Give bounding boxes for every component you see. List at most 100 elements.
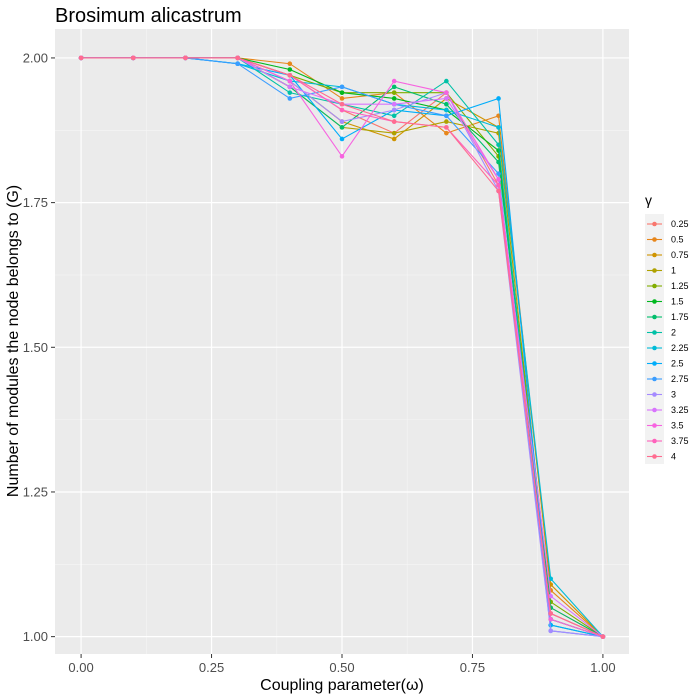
data-point	[339, 96, 345, 101]
data-point	[548, 576, 554, 582]
x-tick-label: 0.75	[460, 660, 485, 675]
legend-item: 1	[647, 266, 676, 276]
data-point	[496, 188, 501, 194]
x-tick-label: 0.50	[329, 660, 354, 675]
legend-item: 1.5	[647, 297, 684, 307]
data-point	[444, 130, 449, 136]
legend-key-point	[652, 252, 657, 258]
data-point	[339, 119, 345, 124]
legend-key-point	[652, 314, 657, 320]
data-point	[444, 107, 449, 113]
data-point	[444, 113, 449, 119]
data-point	[235, 55, 240, 61]
series-group	[78, 55, 606, 639]
legend-label: 0.5	[671, 235, 684, 245]
legend-key-point	[652, 299, 657, 304]
data-point	[339, 154, 345, 159]
data-point	[287, 72, 293, 78]
legend-item: 3.25	[647, 405, 689, 415]
data-point	[339, 101, 345, 107]
legend-item: 0.5	[647, 235, 684, 245]
data-point	[496, 142, 501, 148]
data-point	[444, 119, 449, 124]
legend-label: 2.75	[671, 374, 689, 384]
data-point	[496, 96, 501, 101]
legend-key-point	[652, 283, 657, 289]
legend-key-point	[652, 345, 657, 351]
y-axis: 1.00 1.25 1.50 1.75 2.00	[23, 50, 55, 644]
data-point	[496, 125, 501, 130]
legend-key-point	[652, 237, 657, 242]
legend-label: 2.25	[671, 343, 689, 353]
legend-item: 3	[647, 390, 676, 400]
data-point	[339, 107, 345, 113]
data-point	[496, 159, 501, 165]
legend-item: 1.25	[647, 281, 689, 291]
data-point	[391, 90, 397, 95]
y-tick-label: 1.75	[23, 195, 48, 210]
data-point	[287, 67, 293, 72]
data-point	[391, 101, 397, 107]
legend-label: 1.25	[671, 281, 689, 291]
data-point	[444, 101, 449, 107]
legend-key-point	[652, 221, 657, 227]
legend-label: 2	[671, 328, 676, 338]
x-tick-label: 0.25	[199, 660, 224, 675]
legend-label: 1.75	[671, 312, 689, 322]
legend-label: 3.25	[671, 405, 689, 415]
legend-label: 0.75	[671, 250, 689, 260]
data-point	[548, 616, 554, 622]
data-point	[287, 96, 293, 101]
legend-label: 1.5	[671, 297, 684, 307]
legend-item: 2.5	[647, 359, 684, 369]
data-point	[444, 90, 449, 95]
legend-key-background	[645, 214, 664, 464]
legend-title: γ	[645, 192, 652, 208]
series-4	[78, 55, 606, 639]
data-point	[235, 61, 240, 67]
data-point	[339, 90, 345, 95]
data-point	[600, 634, 606, 639]
legend: γ 0.25 0.5 0.75 1 1.25 1.5 1.75 2 2.25 2.5 2.75 3 3.…	[645, 192, 689, 464]
y-tick-label: 1.25	[23, 484, 48, 499]
data-point	[391, 119, 397, 124]
data-point	[391, 130, 397, 136]
data-point	[287, 78, 293, 84]
data-point	[183, 55, 188, 61]
data-point	[391, 107, 397, 113]
legend-key-point	[652, 407, 657, 413]
x-tick-label: 1.00	[590, 660, 615, 675]
x-axis-title: Coupling parameter(ω)	[260, 677, 424, 694]
legend-item: 4	[647, 452, 676, 462]
data-point	[339, 136, 345, 142]
legend-label: 2.5	[671, 359, 684, 369]
data-point	[391, 136, 397, 142]
data-point	[496, 177, 501, 182]
legend-label: 3.5	[671, 421, 684, 431]
legend-key-point	[652, 268, 657, 273]
y-tick-label: 1.00	[23, 629, 48, 644]
legend-label: 4	[671, 452, 676, 462]
legend-key-point	[652, 361, 657, 366]
chart-title: Brosimum alicastrum	[55, 5, 242, 27]
legend-item: 2.25	[647, 343, 689, 353]
data-point	[444, 96, 449, 101]
data-point	[130, 55, 136, 61]
data-point	[444, 78, 449, 84]
data-point	[287, 90, 293, 95]
x-tick-label: 0.00	[68, 660, 93, 675]
legend-key-point	[652, 438, 657, 444]
legend-item: 3.75	[647, 436, 689, 446]
data-point	[548, 611, 554, 616]
data-point	[339, 125, 345, 130]
data-point	[391, 78, 397, 84]
legend-item: 2.75	[647, 374, 689, 384]
legend-key-point	[652, 423, 657, 428]
legend-label: 3	[671, 390, 676, 400]
legend-label: 1	[671, 266, 676, 276]
data-point	[391, 84, 397, 90]
data-point	[548, 628, 554, 634]
legend-key-point	[652, 454, 657, 459]
legend-item: 1.75	[647, 312, 689, 322]
